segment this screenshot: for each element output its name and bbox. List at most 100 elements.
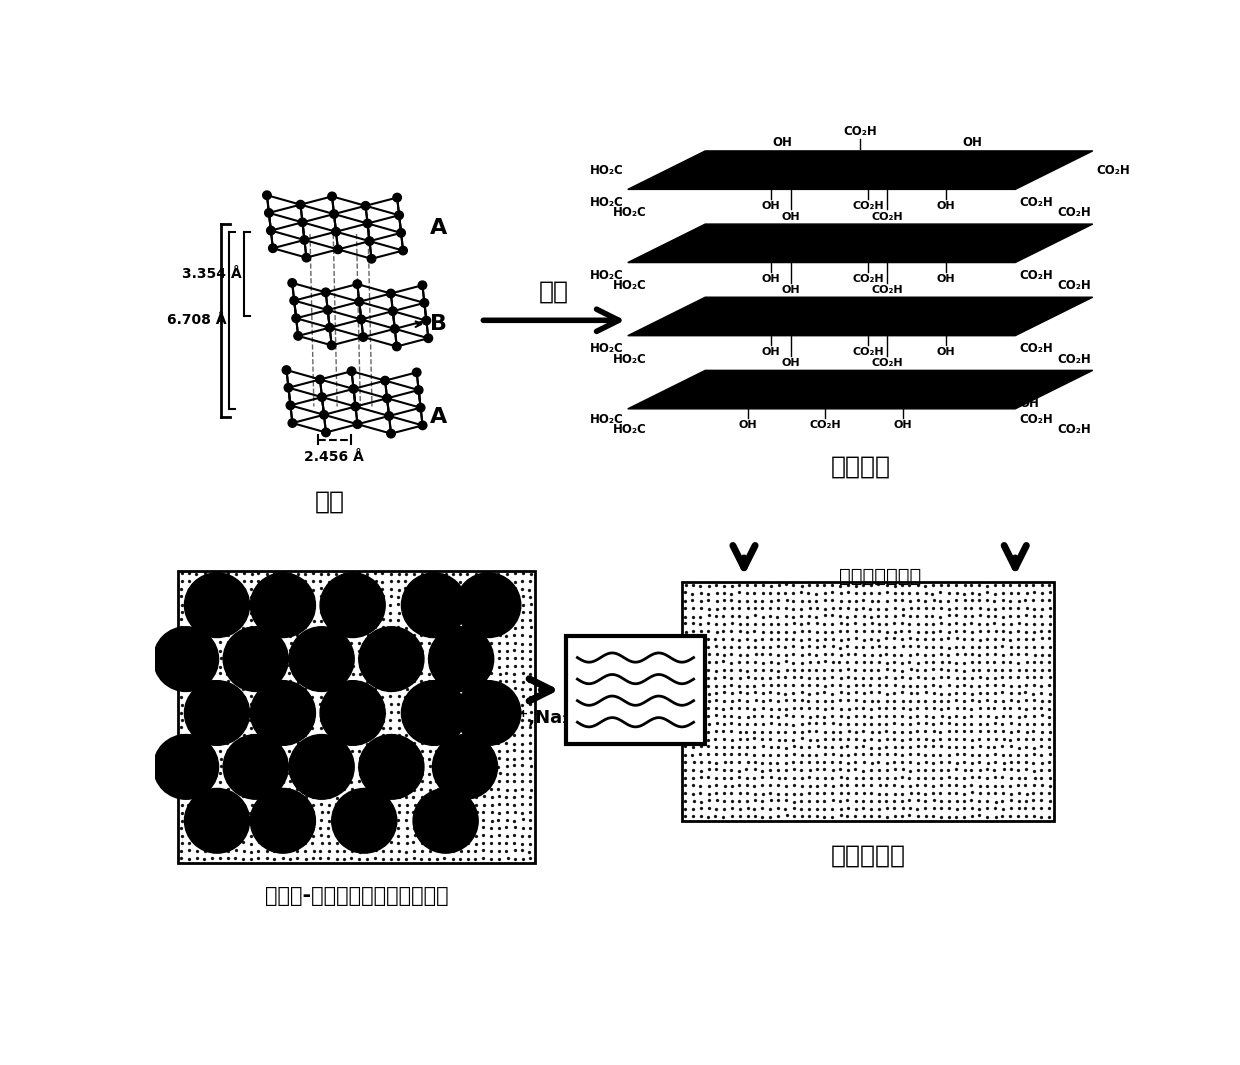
Text: CO₂H: CO₂H bbox=[872, 212, 903, 222]
Circle shape bbox=[332, 788, 397, 853]
Text: CO₂H: CO₂H bbox=[1019, 342, 1053, 355]
Circle shape bbox=[358, 333, 367, 341]
Circle shape bbox=[456, 573, 521, 638]
Text: CO₂H: CO₂H bbox=[872, 284, 903, 295]
Circle shape bbox=[289, 735, 355, 799]
Circle shape bbox=[361, 201, 370, 210]
Circle shape bbox=[154, 735, 218, 799]
Circle shape bbox=[391, 325, 399, 333]
Circle shape bbox=[347, 367, 356, 376]
Circle shape bbox=[321, 428, 330, 437]
Text: CO₂H: CO₂H bbox=[1019, 196, 1053, 209]
Bar bbox=[179, 571, 534, 863]
Text: HO₂C: HO₂C bbox=[590, 413, 624, 426]
Text: OH: OH bbox=[936, 274, 955, 284]
Circle shape bbox=[185, 788, 249, 853]
Text: A: A bbox=[430, 218, 448, 237]
Text: 6.708 Å: 6.708 Å bbox=[166, 313, 226, 327]
Circle shape bbox=[324, 306, 332, 314]
Text: OH: OH bbox=[894, 420, 913, 429]
Circle shape bbox=[284, 383, 293, 392]
Text: CO₂H: CO₂H bbox=[810, 420, 841, 429]
Circle shape bbox=[267, 227, 275, 234]
Circle shape bbox=[387, 429, 396, 438]
Text: CO₂H: CO₂H bbox=[843, 125, 877, 137]
Circle shape bbox=[399, 246, 407, 255]
Circle shape bbox=[283, 365, 290, 374]
Circle shape bbox=[223, 735, 288, 799]
Text: OH: OH bbox=[781, 358, 800, 368]
Circle shape bbox=[393, 194, 402, 201]
Circle shape bbox=[288, 419, 296, 427]
Circle shape bbox=[414, 386, 423, 394]
Text: （超声波处理）: （超声波处理） bbox=[838, 567, 921, 586]
Text: HO₂C: HO₂C bbox=[590, 196, 624, 209]
Circle shape bbox=[381, 376, 389, 384]
Circle shape bbox=[388, 307, 397, 315]
Circle shape bbox=[296, 200, 305, 209]
Circle shape bbox=[413, 368, 420, 377]
Text: OH: OH bbox=[761, 274, 780, 284]
Text: 氧化: 氧化 bbox=[539, 279, 569, 304]
Text: HO₂C: HO₂C bbox=[614, 423, 647, 436]
Circle shape bbox=[320, 410, 329, 419]
Bar bbox=[565, 636, 706, 743]
Polygon shape bbox=[627, 224, 1092, 263]
Circle shape bbox=[420, 298, 429, 307]
Text: CO₂H: CO₂H bbox=[852, 274, 884, 284]
Circle shape bbox=[294, 331, 303, 340]
Polygon shape bbox=[627, 371, 1092, 409]
Circle shape bbox=[332, 228, 340, 236]
Circle shape bbox=[384, 412, 393, 421]
Polygon shape bbox=[627, 151, 1092, 190]
Circle shape bbox=[402, 573, 466, 638]
Text: CO₂H: CO₂H bbox=[852, 347, 884, 357]
Circle shape bbox=[363, 219, 372, 228]
Text: OH: OH bbox=[761, 201, 780, 211]
Text: CO₂H: CO₂H bbox=[1019, 413, 1053, 426]
Text: 2.456 Å: 2.456 Å bbox=[305, 450, 365, 464]
Circle shape bbox=[418, 421, 427, 429]
Text: CO₂H: CO₂H bbox=[1058, 353, 1091, 365]
Circle shape bbox=[300, 235, 309, 244]
Circle shape bbox=[355, 297, 363, 306]
Circle shape bbox=[250, 681, 315, 745]
Circle shape bbox=[334, 245, 342, 253]
Circle shape bbox=[397, 229, 405, 237]
Text: HO₂C: HO₂C bbox=[590, 342, 624, 355]
Text: OH: OH bbox=[1019, 397, 1039, 410]
Text: 3.354 Å: 3.354 Å bbox=[182, 267, 242, 281]
Circle shape bbox=[429, 627, 494, 691]
Circle shape bbox=[223, 627, 288, 691]
Circle shape bbox=[358, 627, 424, 691]
Text: OH: OH bbox=[1019, 164, 1039, 177]
Text: CO₂H: CO₂H bbox=[1096, 164, 1131, 177]
Text: OH: OH bbox=[781, 212, 800, 222]
Circle shape bbox=[367, 255, 376, 263]
Circle shape bbox=[185, 681, 249, 745]
Text: CO₂H: CO₂H bbox=[1019, 268, 1053, 282]
Circle shape bbox=[358, 735, 424, 799]
Circle shape bbox=[418, 281, 427, 290]
Circle shape bbox=[327, 341, 336, 349]
Text: 石墨: 石墨 bbox=[315, 490, 345, 513]
Circle shape bbox=[351, 403, 360, 411]
Text: 氧化石墨: 氧化石墨 bbox=[831, 455, 890, 479]
Text: 氧化石墨烯: 氧化石墨烯 bbox=[831, 843, 905, 868]
Circle shape bbox=[317, 393, 326, 402]
Circle shape bbox=[424, 334, 433, 343]
Text: CO₂H: CO₂H bbox=[1058, 279, 1091, 293]
Circle shape bbox=[422, 316, 430, 325]
Circle shape bbox=[330, 210, 339, 218]
Bar bbox=[682, 583, 1054, 821]
Circle shape bbox=[269, 244, 277, 252]
Text: CO₂H: CO₂H bbox=[852, 201, 884, 211]
Text: OH: OH bbox=[936, 347, 955, 357]
Circle shape bbox=[325, 324, 334, 332]
Text: OH: OH bbox=[962, 135, 982, 149]
Circle shape bbox=[327, 192, 336, 200]
Circle shape bbox=[394, 211, 403, 219]
Text: HO₂C: HO₂C bbox=[614, 279, 647, 293]
Circle shape bbox=[456, 681, 521, 745]
Text: OH: OH bbox=[739, 420, 758, 429]
